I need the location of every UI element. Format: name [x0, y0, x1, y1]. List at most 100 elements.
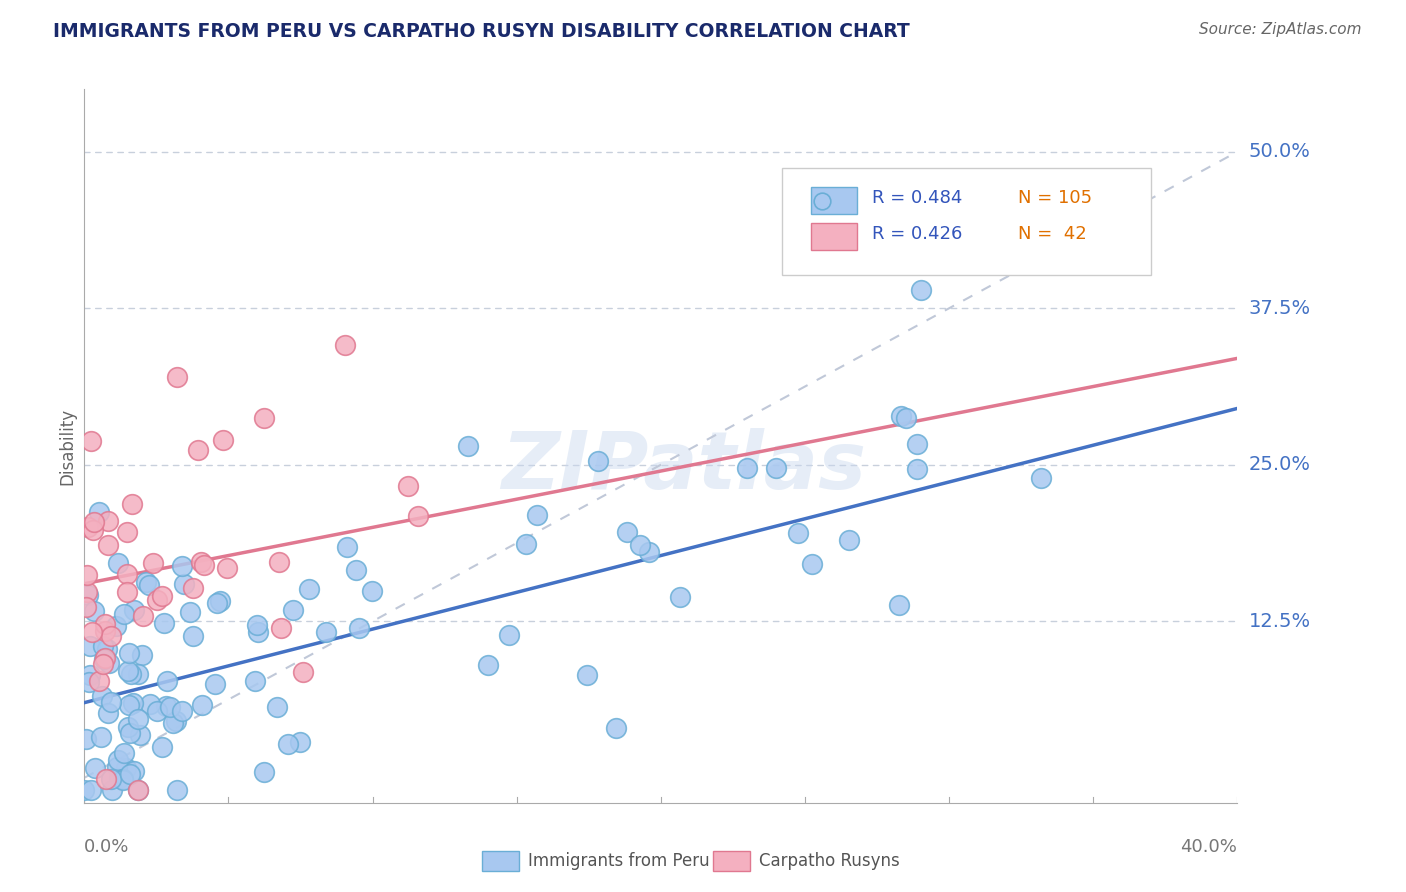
Point [139, 697, 162, 711]
Point [297, 582, 319, 596]
Point [122, 696, 145, 710]
Point [142, 556, 165, 570]
Point [80, 434, 103, 448]
Point [628, 537, 651, 551]
Text: R = 0.426: R = 0.426 [872, 225, 962, 243]
Point [90, 689, 112, 703]
Point [76, 568, 98, 582]
Point [97, 657, 120, 671]
Point [94, 772, 117, 786]
Point [87, 505, 110, 519]
Point [112, 607, 135, 622]
Point [150, 740, 173, 755]
Point [135, 574, 157, 589]
Point [155, 698, 177, 713]
Point [156, 674, 179, 689]
Point [669, 590, 692, 604]
Point [905, 461, 928, 475]
Text: 37.5%: 37.5% [1249, 299, 1310, 318]
Point [138, 578, 160, 592]
Point [105, 760, 128, 774]
Point [974, 219, 997, 234]
Text: Source: ZipAtlas.com: Source: ZipAtlas.com [1198, 22, 1361, 37]
Point [77, 675, 100, 690]
Point [112, 746, 135, 760]
Point [253, 764, 276, 779]
Point [73, 783, 96, 797]
Point [246, 625, 269, 640]
Text: ZIPatlas: ZIPatlas [502, 428, 866, 507]
Point [131, 609, 153, 624]
Point [76, 520, 98, 534]
Text: Carpatho Rusyns: Carpatho Rusyns [759, 852, 900, 870]
Text: IMMIGRANTS FROM PERU VS CARPATHO RUSYN DISABILITY CORRELATION CHART: IMMIGRANTS FROM PERU VS CARPATHO RUSYN D… [53, 22, 910, 41]
Y-axis label: Disability: Disability [58, 408, 76, 484]
Point [165, 714, 187, 729]
Point [162, 716, 184, 731]
Point [111, 772, 134, 786]
Text: 25.0%: 25.0% [1249, 455, 1310, 475]
Point [166, 783, 188, 797]
Point [118, 726, 141, 740]
Point [894, 410, 917, 425]
Point [75, 731, 97, 746]
Point [344, 563, 367, 577]
Point [124, 764, 146, 778]
Point [215, 560, 238, 574]
Point [910, 283, 932, 297]
Point [97, 706, 120, 720]
Point [890, 409, 912, 423]
Point [179, 605, 201, 619]
Point [127, 783, 149, 797]
Point [159, 699, 181, 714]
FancyBboxPatch shape [811, 187, 856, 214]
Point [131, 648, 153, 662]
Point [83, 515, 105, 529]
Text: 40.0%: 40.0% [1181, 838, 1237, 855]
Point [115, 585, 138, 599]
Point [181, 581, 204, 595]
Point [107, 556, 129, 570]
Point [120, 767, 142, 781]
Point [83, 604, 105, 618]
Point [211, 433, 233, 447]
Point [124, 603, 146, 617]
Text: 0.0%: 0.0% [84, 838, 129, 855]
Point [349, 621, 371, 635]
Point [838, 533, 860, 547]
Point [115, 525, 138, 540]
Point [588, 454, 610, 468]
FancyBboxPatch shape [482, 851, 519, 871]
Point [166, 370, 188, 384]
Point [127, 667, 149, 681]
Point [205, 596, 228, 610]
Point [117, 664, 139, 678]
Point [107, 753, 129, 767]
Point [290, 734, 312, 748]
Point [80, 783, 103, 797]
FancyBboxPatch shape [782, 168, 1152, 275]
Point [91, 657, 114, 672]
Point [269, 555, 291, 569]
Point [152, 590, 174, 604]
Point [266, 700, 288, 714]
Point [735, 461, 758, 475]
Point [283, 602, 305, 616]
Point [91, 639, 114, 653]
Point [170, 558, 193, 573]
Point [270, 621, 292, 635]
Point [100, 772, 122, 787]
Point [887, 598, 910, 612]
Point [94, 616, 117, 631]
FancyBboxPatch shape [713, 851, 749, 871]
Point [187, 443, 209, 458]
Point [277, 737, 299, 751]
Point [120, 667, 142, 681]
Point [127, 712, 149, 726]
Point [115, 566, 138, 581]
Point [336, 540, 359, 554]
Point [246, 618, 269, 632]
Point [93, 652, 115, 666]
Point [170, 705, 193, 719]
Point [292, 665, 315, 679]
